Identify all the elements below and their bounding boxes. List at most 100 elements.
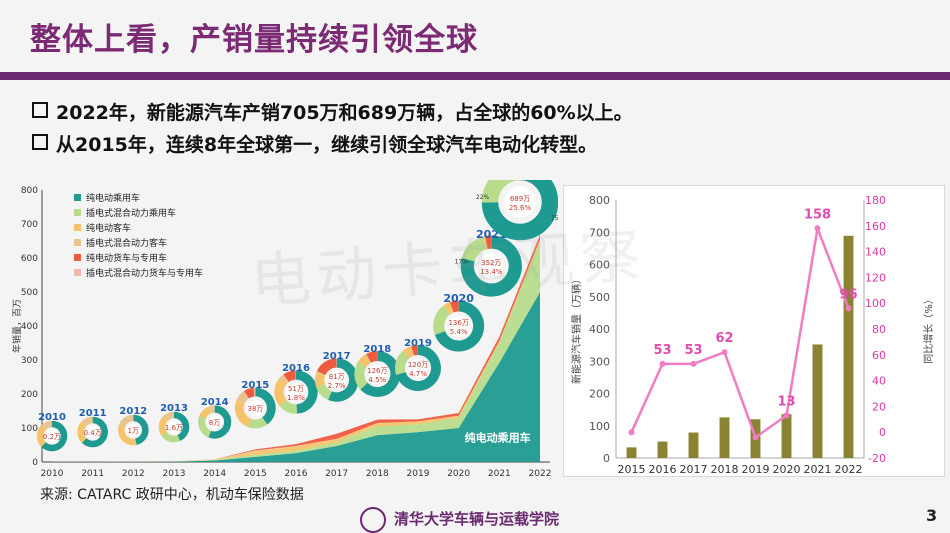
growth-point: [846, 305, 852, 311]
growth-point: [753, 434, 759, 440]
growth-data-label: 62: [715, 331, 733, 346]
donut-share-label: 4.5%: [368, 376, 386, 384]
left-y-tick-label: 300: [589, 355, 610, 368]
right-y-tick-label: -20: [868, 452, 886, 465]
right-y-tick-label: 40: [872, 375, 886, 388]
bar: [658, 442, 668, 458]
donut-year-label: 2011: [79, 408, 107, 419]
right-y-tick-label: 20: [872, 400, 886, 413]
x-tick-label: 2019: [742, 463, 770, 476]
donut-slice: [439, 310, 447, 333]
footer-institution: 清华大学车辆与运载学院: [394, 508, 559, 529]
title-divider: [0, 72, 950, 80]
donut-slice: [362, 359, 368, 365]
y-tick-label: 400: [21, 322, 38, 332]
donut-value-label: 51万: [288, 385, 304, 393]
x-tick-label: 2020: [447, 469, 470, 479]
right-y-tick-label: 80: [872, 323, 886, 336]
donut-slice: [283, 403, 297, 409]
donut-value-label: 0.4万: [84, 429, 102, 437]
donut-slice: [413, 350, 418, 351]
growth-point: [722, 349, 728, 355]
donut-year-label: 2010: [38, 412, 66, 423]
donut-slice: [359, 364, 364, 386]
donut-slice: [283, 378, 286, 381]
legend-label: 插电式混合动力乘用车: [86, 207, 176, 219]
donut-slice: [286, 375, 295, 378]
growth-data-label: 158: [804, 207, 831, 222]
page-number: 3: [926, 506, 937, 525]
x-tick-label: 2012: [122, 469, 145, 479]
bullet-1-text: 2022年，新能源汽车产销705万和689万辆，占全球的60%以上。: [56, 102, 633, 124]
y-tick-label: 800: [21, 186, 38, 196]
y-tick-label: 300: [21, 356, 38, 366]
donut-value-label: 0.2万: [43, 433, 61, 441]
x-tick-label: 2015: [618, 463, 646, 476]
x-tick-label: 2014: [203, 469, 226, 479]
donut-slice: [210, 409, 215, 410]
x-tick-label: 2019: [407, 469, 430, 479]
donut-year-label: 2012: [119, 406, 147, 417]
x-tick-label: 2016: [285, 469, 308, 479]
donut-value-label: 120万: [408, 361, 428, 369]
y-tick-label: 700: [21, 220, 38, 230]
x-tick-label: 2018: [711, 463, 739, 476]
donut-year-label: 2019: [404, 338, 432, 349]
donut-value-label: 1万: [128, 427, 139, 435]
x-tick-label: 2020: [773, 463, 801, 476]
x-tick-label: 2021: [804, 463, 832, 476]
donut-slice: [165, 415, 174, 419]
donut-slice: [321, 363, 336, 373]
donut-share-label: 1.8%: [287, 394, 305, 402]
growth-data-label: 53: [653, 343, 671, 358]
legend-label: 纯电动客车: [86, 222, 131, 234]
donut-slice: [164, 434, 179, 439]
growth-point: [660, 361, 666, 367]
donut-slice: [369, 356, 378, 358]
x-tick-label: 2016: [649, 463, 677, 476]
right-y-axis-title: 同比增长（%）: [922, 294, 935, 364]
bar: [627, 447, 637, 458]
donut-share-label: 25.6%: [509, 204, 532, 212]
legend-swatch: [74, 269, 81, 276]
donut-year-label: 2013: [160, 403, 188, 414]
donut-slice: [400, 355, 406, 374]
x-tick-label: 2010: [41, 469, 64, 479]
donut-value-label: 136万: [448, 319, 468, 327]
donut-slice: [320, 374, 321, 385]
donut-slice: [241, 395, 247, 402]
donut-slice: [249, 421, 264, 424]
x-tick-label: 2022: [835, 463, 863, 476]
donut-value-label: 1.6万: [165, 424, 183, 432]
bullet-2-text: 从2015年，连续8年全球第一，继续引领全球汽车电动化转型。: [56, 134, 597, 156]
x-tick-label: 2018: [366, 469, 389, 479]
donut-slice: [203, 410, 210, 417]
x-tick-label: 2015: [244, 469, 267, 479]
legend-label: 纯电动货车与专用车: [86, 252, 167, 264]
x-tick-label: 2013: [163, 469, 186, 479]
bar: [689, 433, 699, 458]
right-y-tick-label: 180: [865, 194, 886, 207]
x-tick-label: 2011: [81, 469, 104, 479]
legend-swatch: [74, 209, 81, 216]
legend-swatch: [74, 224, 81, 231]
growth-data-label: 53: [684, 343, 702, 358]
y-tick-label: 100: [21, 424, 38, 434]
left-y-tick-label: 400: [589, 323, 610, 336]
y-axis-title: 年销量，百万: [11, 299, 23, 353]
donut-pct-label: 22%: [476, 194, 490, 201]
donut-share-label: 2.7%: [328, 382, 346, 390]
donut-slice: [447, 307, 452, 309]
growth-point: [691, 361, 697, 367]
checkbox-icon: [32, 134, 48, 150]
donut-value-label: 689万: [510, 195, 530, 203]
right-y-tick-label: 140: [865, 246, 886, 259]
donut-year-label: 2017: [323, 351, 351, 362]
bullet-2: 从2015年，连续8年全球第一，继续引领全球汽车电动化转型。: [32, 130, 597, 157]
bar: [813, 344, 823, 458]
legend-label: 插电式混合动力货车与专用车: [86, 267, 203, 279]
left-y-tick-label: 800: [589, 194, 610, 207]
growth-point: [815, 225, 821, 231]
legend-swatch: [74, 194, 81, 201]
bar: [782, 414, 792, 458]
